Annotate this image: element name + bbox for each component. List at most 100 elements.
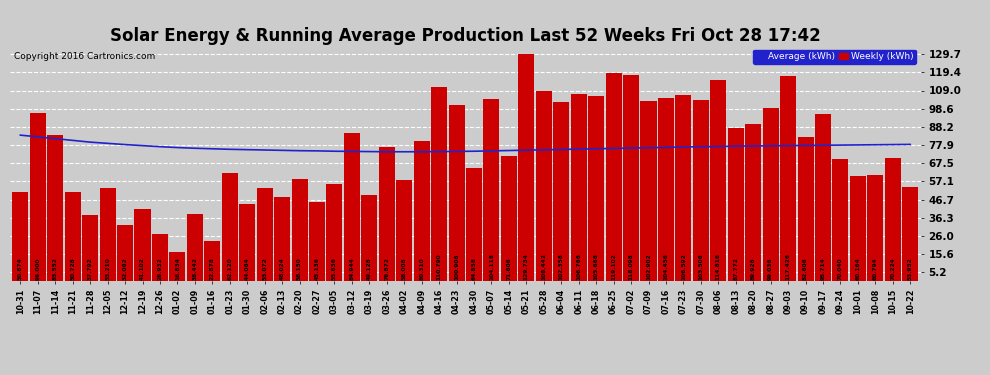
Bar <box>291 180 308 281</box>
Text: 45.136: 45.136 <box>315 256 320 279</box>
Bar <box>431 87 447 281</box>
Bar <box>693 100 709 281</box>
Text: 76.872: 76.872 <box>384 256 389 279</box>
Bar <box>274 197 290 281</box>
Bar <box>902 187 919 281</box>
Text: 83.552: 83.552 <box>52 256 57 279</box>
Bar <box>745 124 761 281</box>
Text: 44.064: 44.064 <box>245 257 249 279</box>
Bar <box>361 195 377 281</box>
Text: 26.932: 26.932 <box>157 257 162 279</box>
Bar <box>483 99 500 281</box>
Text: 49.128: 49.128 <box>367 257 372 279</box>
Text: Copyright 2016 Cartronics.com: Copyright 2016 Cartronics.com <box>15 52 155 61</box>
Text: 104.118: 104.118 <box>489 253 494 279</box>
Text: 89.926: 89.926 <box>750 257 755 279</box>
Text: 119.102: 119.102 <box>611 253 616 279</box>
Text: 104.456: 104.456 <box>663 253 668 279</box>
Bar <box>885 158 901 281</box>
Bar <box>606 73 622 281</box>
Bar <box>327 184 343 281</box>
Bar <box>448 105 464 281</box>
Bar <box>169 252 185 281</box>
Bar <box>466 168 482 281</box>
Text: 60.794: 60.794 <box>873 257 878 279</box>
Bar <box>623 75 640 281</box>
Text: 50.728: 50.728 <box>70 257 75 279</box>
Bar <box>728 128 743 281</box>
Bar <box>570 94 587 281</box>
Text: 103.506: 103.506 <box>698 253 703 279</box>
Bar <box>309 202 325 281</box>
Bar <box>151 234 168 281</box>
Text: 60.164: 60.164 <box>855 257 860 279</box>
Bar <box>187 214 203 281</box>
Text: 99.036: 99.036 <box>768 257 773 279</box>
Bar <box>501 156 517 281</box>
Bar <box>30 113 46 281</box>
Text: 62.120: 62.120 <box>228 257 233 279</box>
Bar <box>536 92 551 281</box>
Text: 80.310: 80.310 <box>419 257 424 279</box>
Bar <box>379 147 395 281</box>
Bar <box>100 188 116 281</box>
Text: 71.606: 71.606 <box>507 257 512 279</box>
Bar <box>710 80 727 281</box>
Text: 53.072: 53.072 <box>262 257 267 279</box>
Text: 16.834: 16.834 <box>175 256 180 279</box>
Bar <box>675 95 691 281</box>
Text: 110.790: 110.790 <box>437 253 442 279</box>
Bar <box>396 180 412 281</box>
Text: 102.358: 102.358 <box>558 253 563 279</box>
Text: 55.636: 55.636 <box>332 256 337 279</box>
Bar <box>117 225 133 281</box>
Text: 106.766: 106.766 <box>576 253 581 279</box>
Text: 95.714: 95.714 <box>821 257 826 279</box>
Text: 106.592: 106.592 <box>681 253 686 279</box>
Bar <box>641 101 656 281</box>
Bar <box>588 96 604 281</box>
Legend: Average (kWh), Weekly (kWh): Average (kWh), Weekly (kWh) <box>753 50 916 64</box>
Text: 105.668: 105.668 <box>594 253 599 279</box>
Bar <box>780 76 796 281</box>
Title: Solar Energy & Running Average Production Last 52 Weeks Fri Oct 28 17:42: Solar Energy & Running Average Productio… <box>110 27 821 45</box>
Bar <box>256 188 272 281</box>
Text: 102.902: 102.902 <box>646 253 651 279</box>
Bar <box>12 192 29 281</box>
Text: 70.224: 70.224 <box>890 257 895 279</box>
Bar <box>82 215 98 281</box>
Bar <box>798 137 814 281</box>
Bar <box>204 241 221 281</box>
Text: 96.000: 96.000 <box>36 257 41 279</box>
Bar <box>867 175 883 281</box>
Text: 50.874: 50.874 <box>18 257 23 279</box>
Text: 129.734: 129.734 <box>524 253 529 279</box>
Text: 48.024: 48.024 <box>279 257 284 279</box>
Bar <box>815 114 831 281</box>
Text: 53.952: 53.952 <box>908 257 913 279</box>
Bar <box>64 192 81 281</box>
Text: 37.792: 37.792 <box>88 257 93 279</box>
Bar <box>222 172 238 281</box>
Text: 64.858: 64.858 <box>471 256 476 279</box>
Text: 114.816: 114.816 <box>716 252 721 279</box>
Text: 32.062: 32.062 <box>123 257 128 279</box>
Bar <box>414 141 430 281</box>
Text: 84.944: 84.944 <box>349 257 354 279</box>
Text: 58.008: 58.008 <box>402 257 407 279</box>
Bar <box>240 204 255 281</box>
Text: 118.098: 118.098 <box>629 253 634 279</box>
Bar <box>48 135 63 281</box>
Bar <box>135 209 150 281</box>
Text: 41.102: 41.102 <box>140 257 145 279</box>
Text: 82.606: 82.606 <box>803 257 808 279</box>
Text: 38.442: 38.442 <box>192 256 197 279</box>
Bar <box>344 133 360 281</box>
Bar <box>519 54 535 281</box>
Bar <box>849 176 866 281</box>
Text: 87.772: 87.772 <box>734 256 739 279</box>
Text: 108.442: 108.442 <box>542 253 546 279</box>
Text: 53.210: 53.210 <box>105 257 110 279</box>
Text: 22.878: 22.878 <box>210 256 215 279</box>
Text: 70.040: 70.040 <box>838 257 842 279</box>
